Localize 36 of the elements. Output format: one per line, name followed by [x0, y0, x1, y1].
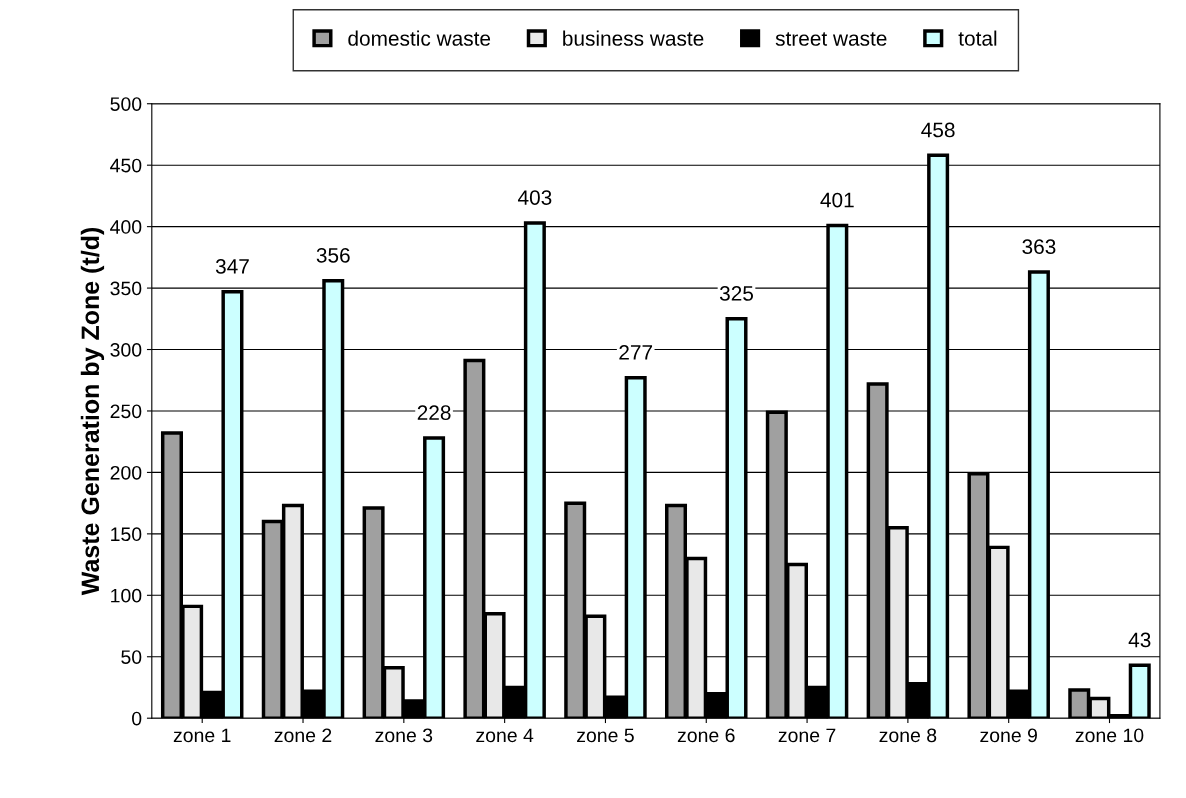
- y-tick-label: 250: [110, 404, 142, 419]
- data-label: 228: [417, 405, 451, 420]
- legend-label: business waste: [563, 30, 704, 46]
- x-tick-label: zone 3: [375, 728, 433, 743]
- legend-label: total: [958, 30, 997, 46]
- x-tick-label: zone 8: [879, 728, 937, 743]
- y-tick-label: 50: [121, 650, 142, 664]
- x-tick-label: zone 7: [778, 728, 836, 743]
- y-tick-label: 100: [111, 588, 142, 603]
- y-tick-label: 200: [110, 465, 142, 480]
- x-tick-label: zone 1: [173, 728, 231, 743]
- data-label: 347: [215, 259, 249, 274]
- y-tick-label: 500: [110, 97, 142, 111]
- y-tick-label: 450: [110, 158, 142, 173]
- data-label: 458: [921, 122, 955, 138]
- x-tick-label: zone 9: [980, 728, 1037, 743]
- legend-label: street waste: [775, 32, 887, 46]
- x-tick-label: zone 2: [274, 728, 332, 743]
- y-tick-label: 300: [110, 342, 142, 357]
- data-label: 363: [1022, 239, 1056, 255]
- data-label: 277: [619, 345, 653, 360]
- data-label: 325: [719, 286, 754, 301]
- data-label: 403: [517, 190, 552, 205]
- x-tick-label: zone 4: [476, 728, 534, 743]
- legend-label: domestic waste: [348, 30, 491, 46]
- y-tick-label: 150: [111, 527, 142, 542]
- y-tick-label: 0: [132, 711, 142, 726]
- y-tick-label: 400: [110, 220, 142, 234]
- x-tick-label: zone 10: [1075, 728, 1144, 743]
- data-label: 401: [820, 192, 854, 208]
- y-axis-title: Waste Generation by Zone (t/d): [80, 227, 105, 596]
- y-tick-label: 350: [110, 281, 142, 296]
- data-label: 43: [1128, 632, 1151, 648]
- data-label: 356: [316, 247, 350, 263]
- x-tick-label: zone 5: [577, 728, 634, 743]
- x-tick-label: zone 6: [677, 728, 735, 743]
